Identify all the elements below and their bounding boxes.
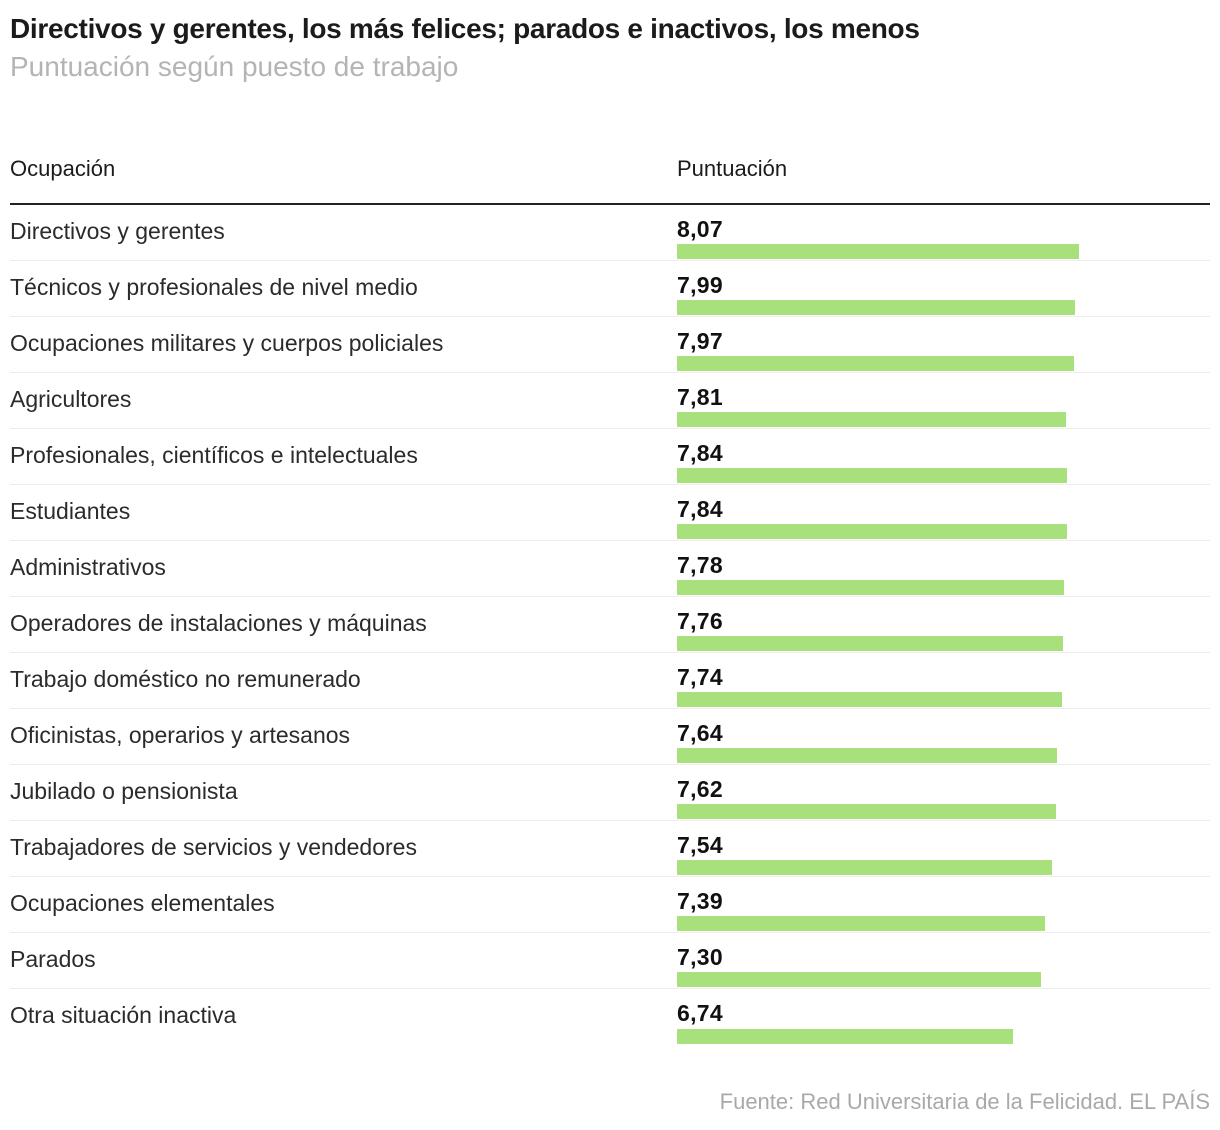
source-credit: Fuente: Red Universitaria de la Felicida…	[719, 1089, 1210, 1114]
score-bar	[677, 412, 1066, 427]
occupation-label: Estudiantes	[10, 498, 131, 524]
score-value: 7,97	[677, 328, 723, 354]
score-value: 7,30	[677, 944, 723, 970]
occupation-label: Jubilado o pensionista	[10, 778, 238, 804]
occupation-label: Otra situación inactiva	[10, 1002, 237, 1028]
score-value: 7,81	[677, 384, 723, 410]
score-bar	[677, 972, 1041, 987]
score-value: 7,39	[677, 888, 723, 914]
table-row: Técnicos y profesionales de nivel medio …	[10, 261, 1210, 317]
table-row: Agricultores 7,81	[10, 373, 1210, 429]
table-row: Parados 7,30	[10, 933, 1210, 989]
score-bar	[677, 300, 1075, 315]
occupation-label: Administrativos	[10, 554, 166, 580]
score-value: 7,76	[677, 608, 723, 634]
score-value: 7,54	[677, 832, 723, 858]
score-bar	[677, 244, 1079, 259]
score-bar	[677, 804, 1056, 819]
page-subtitle: Puntuación según puesto de trabajo	[10, 51, 459, 82]
score-bar	[677, 860, 1052, 875]
occupation-label: Ocupaciones militares y cuerpos policial…	[10, 330, 444, 356]
score-value: 7,62	[677, 776, 723, 802]
score-value: 8,07	[677, 216, 723, 242]
chart-rows: Directivos y gerentes 8,07 Técnicos y pr…	[10, 205, 1210, 1045]
table-row: Otra situación inactiva 6,74	[10, 989, 1210, 1045]
score-bar	[677, 916, 1045, 931]
occupation-label: Operadores de instalaciones y máquinas	[10, 610, 427, 636]
occupation-label: Técnicos y profesionales de nivel medio	[10, 274, 418, 300]
score-bar	[677, 580, 1064, 595]
score-bar	[677, 748, 1057, 763]
occupation-label: Trabajo doméstico no remunerado	[10, 666, 361, 692]
score-bar	[677, 524, 1067, 539]
score-value: 7,84	[677, 496, 723, 522]
score-bar	[677, 356, 1074, 371]
table-row: Profesionales, científicos e intelectual…	[10, 429, 1210, 485]
score-value: 7,84	[677, 440, 723, 466]
score-bar	[677, 692, 1062, 707]
table-row: Trabajo doméstico no remunerado 7,74	[10, 653, 1210, 709]
score-value: 7,74	[677, 664, 723, 690]
occupation-label: Directivos y gerentes	[10, 218, 225, 244]
table-row: Administrativos 7,78	[10, 541, 1210, 597]
table-row: Trabajadores de servicios y vendedores 7…	[10, 821, 1210, 877]
occupation-label: Ocupaciones elementales	[10, 890, 275, 916]
page-title: Directivos y gerentes, los más felices; …	[10, 13, 920, 44]
score-bar	[677, 1029, 1013, 1044]
occupation-label: Profesionales, científicos e intelectual…	[10, 442, 418, 468]
table-row: Directivos y gerentes 8,07	[10, 205, 1210, 261]
score-value: 6,74	[677, 1000, 723, 1026]
score-value: 7,99	[677, 272, 723, 298]
table-row: Ocupaciones elementales 7,39	[10, 877, 1210, 933]
score-value: 7,78	[677, 552, 723, 578]
column-header-score: Puntuación	[677, 156, 788, 181]
table-row: Estudiantes 7,84	[10, 485, 1210, 541]
column-header-occupation: Ocupación	[10, 156, 116, 181]
table-row: Oficinistas, operarios y artesanos 7,64	[10, 709, 1210, 765]
occupation-label: Parados	[10, 946, 96, 972]
occupation-label: Oficinistas, operarios y artesanos	[10, 722, 351, 748]
score-bar	[677, 636, 1063, 651]
score-value: 7,64	[677, 720, 723, 746]
column-headers: Ocupación Puntuación	[10, 156, 1210, 205]
occupation-label: Trabajadores de servicios y vendedores	[10, 834, 417, 860]
score-bar	[677, 468, 1067, 483]
table-row: Ocupaciones militares y cuerpos policial…	[10, 317, 1210, 373]
occupation-label: Agricultores	[10, 386, 132, 412]
table-row: Operadores de instalaciones y máquinas 7…	[10, 597, 1210, 653]
table-row: Jubilado o pensionista 7,62	[10, 765, 1210, 821]
